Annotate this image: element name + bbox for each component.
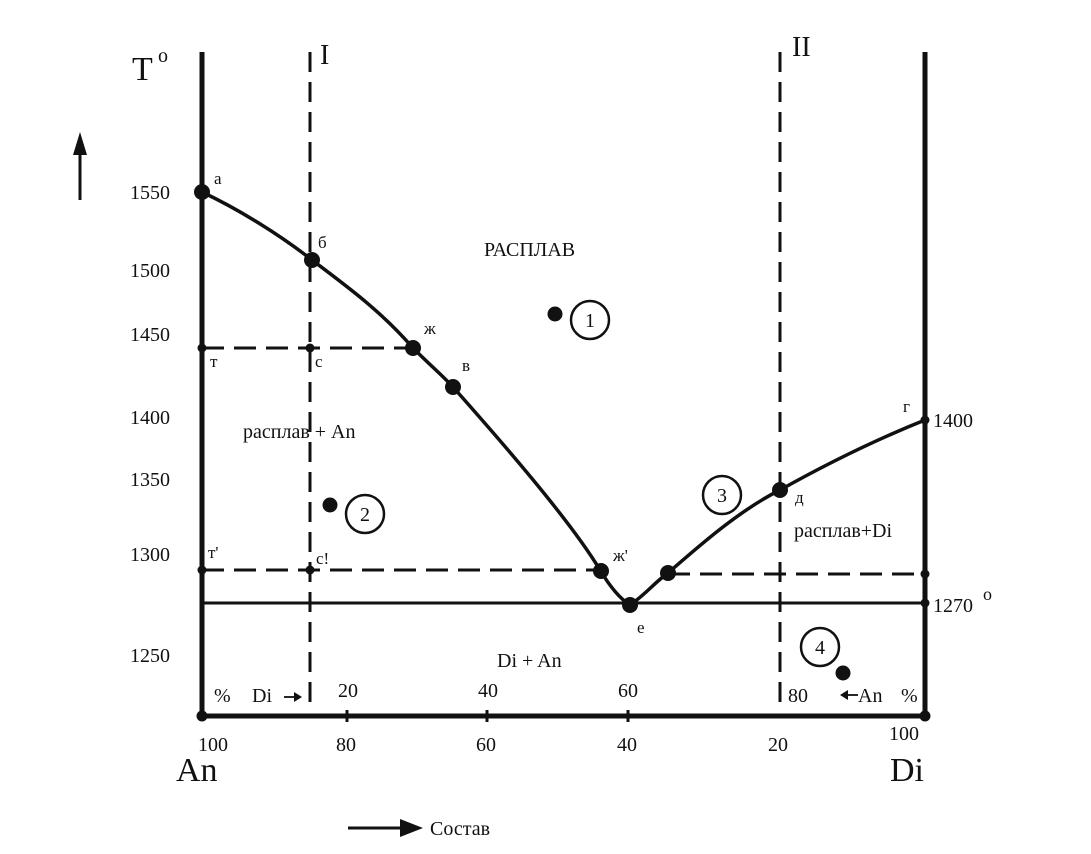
corner-an [196,710,208,722]
section-label-i: I [320,40,329,71]
point-eutectic-right [920,598,930,608]
label-point-v: в [462,356,470,375]
point-a [194,184,210,200]
temp-tick-1500: 1500 [130,260,170,282]
bottom-tick-100-left: 100 [198,734,228,756]
point-s [305,343,315,353]
dot-4 [835,665,851,681]
percent-right: % [901,685,918,707]
label-point-b: б [318,233,327,252]
label-point-t: т [210,352,218,371]
bottom-tick-80: 80 [336,734,356,756]
temp-tick-1450: 1450 [130,324,170,346]
label-point-e: е [637,618,645,637]
temperature-axis-degree: o [158,45,168,67]
label-point-s-prime: с! [316,549,329,568]
top-tick-80: 80 [788,685,808,707]
composition-arrow-head [400,819,423,837]
corner-di [919,710,931,722]
an-arrow-label: An [858,685,882,707]
percent-left: % [214,685,231,707]
circle-3 [701,474,743,516]
liquidus-di [629,418,926,607]
region-di-an: Di + An [497,650,562,672]
point-d [772,482,788,498]
temperature-arrow-head [73,132,87,155]
circle-2 [344,493,386,535]
circle-label-2: 2 [360,504,370,526]
point-zh-prime [593,563,609,579]
bottom-tick-60: 60 [476,734,496,756]
dot-1 [547,306,563,322]
circle-4 [799,626,841,668]
temp-tick-1550: 1550 [130,182,170,204]
di-arrow-label: Di [252,685,272,707]
point-g [920,415,930,425]
circle-1 [569,299,611,341]
label-point-zh: ж [423,319,436,338]
top-tick-60: 60 [618,680,638,702]
label-point-g: г [903,397,910,416]
temp-tick-1400: 1400 [130,407,170,429]
point-t-prime [197,565,207,575]
circle-label-3: 3 [717,485,727,507]
eutectic-temperature: 1270 [933,595,973,617]
region-melt: РАСПЛАВ [484,239,575,261]
point-e [622,597,638,613]
endmember-an: An [176,752,218,789]
point-b [304,252,320,268]
eutectic-temperature-degree: о [983,584,992,604]
temperature-axis-title: T [132,51,153,88]
label-point-zh-prime: ж' [612,546,628,565]
label-point-s: с [315,352,323,371]
point-v [445,379,461,395]
di-melting-temperature: 1400 [933,410,973,432]
label-point-a: а [214,169,222,188]
bottom-tick-40: 40 [617,734,637,756]
point-s-prime [305,565,315,575]
region-melt-an: расплав + An [243,421,355,443]
top-tick-40: 40 [478,680,498,702]
bottom-tick-20: 20 [768,734,788,756]
bottom-tick-100-right: 100 [889,723,919,745]
circle-label-1: 1 [585,310,595,332]
label-point-t-prime: т' [208,543,219,562]
top-tick-20: 20 [338,680,358,702]
temp-tick-1350: 1350 [130,469,170,491]
point-t [197,343,207,353]
circle-label-4: 4 [815,637,825,659]
point-zh [405,340,421,356]
temp-tick-1300: 1300 [130,544,170,566]
di-arrow-head [294,692,302,702]
dot-2 [322,497,338,513]
composition-arrow-label: Состав [430,818,490,840]
point-on-di-liquidus [660,565,676,581]
label-point-d: д [795,488,804,507]
an-arrow-head [840,690,848,700]
section-label-ii: II [792,32,811,63]
region-melt-di: расплав+Di [794,520,892,542]
point-di-eutectic-end [920,569,930,579]
endmember-di: Di [890,752,924,789]
temp-tick-1250: 1250 [130,645,170,667]
